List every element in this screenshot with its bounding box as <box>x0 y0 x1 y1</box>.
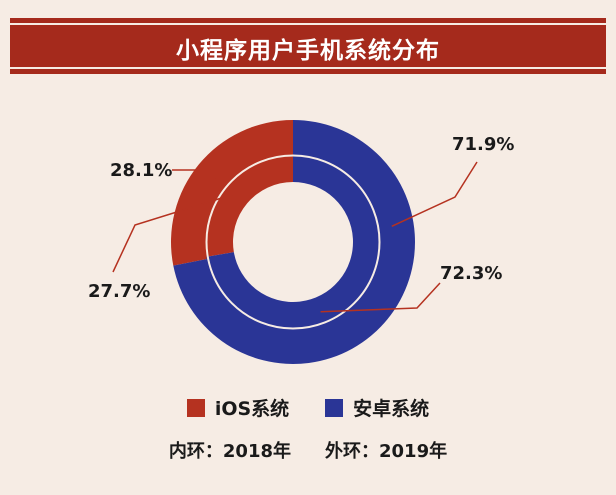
legend-swatch-android <box>325 398 344 417</box>
title-banner: 小程序用户手机系统分布 <box>10 18 606 74</box>
leader-line-outer-0 <box>172 169 217 179</box>
inner-ring-note: 内环：2018年 <box>168 441 291 462</box>
legend-item-ios: iOS系统 <box>186 394 290 421</box>
outer-ring-slice-ios <box>171 120 293 266</box>
inner-ring-slice-ios <box>204 154 293 257</box>
legend-item-android: 安卓系统 <box>325 394 429 421</box>
legend: iOS系统 安卓系统 <box>0 394 616 421</box>
title-top-line <box>10 23 606 25</box>
leader-line-outer-1 <box>391 161 478 228</box>
leader-line-inner-1 <box>320 282 441 313</box>
data-label-outer-1: 71.9% <box>452 134 514 155</box>
ring-note: 内环：2018年 外环：2019年 <box>0 437 616 463</box>
title-bottom-line <box>10 67 606 69</box>
data-label-inner-0: 27.7% <box>88 281 150 302</box>
chart-title: 小程序用户手机系统分布 <box>176 38 440 64</box>
data-label-inner-1: 72.3% <box>440 263 502 284</box>
inner-ring-slice-android <box>206 154 382 330</box>
outer-ring-note: 外环：2019年 <box>325 441 448 462</box>
ring-separator <box>205 154 381 330</box>
legend-label-android: 安卓系统 <box>353 398 430 420</box>
leader-line-inner-0 <box>112 192 236 273</box>
data-label-outer-0: 28.1% <box>110 160 172 181</box>
legend-label-ios: iOS系统 <box>214 398 290 420</box>
legend-swatch-ios <box>186 398 205 417</box>
